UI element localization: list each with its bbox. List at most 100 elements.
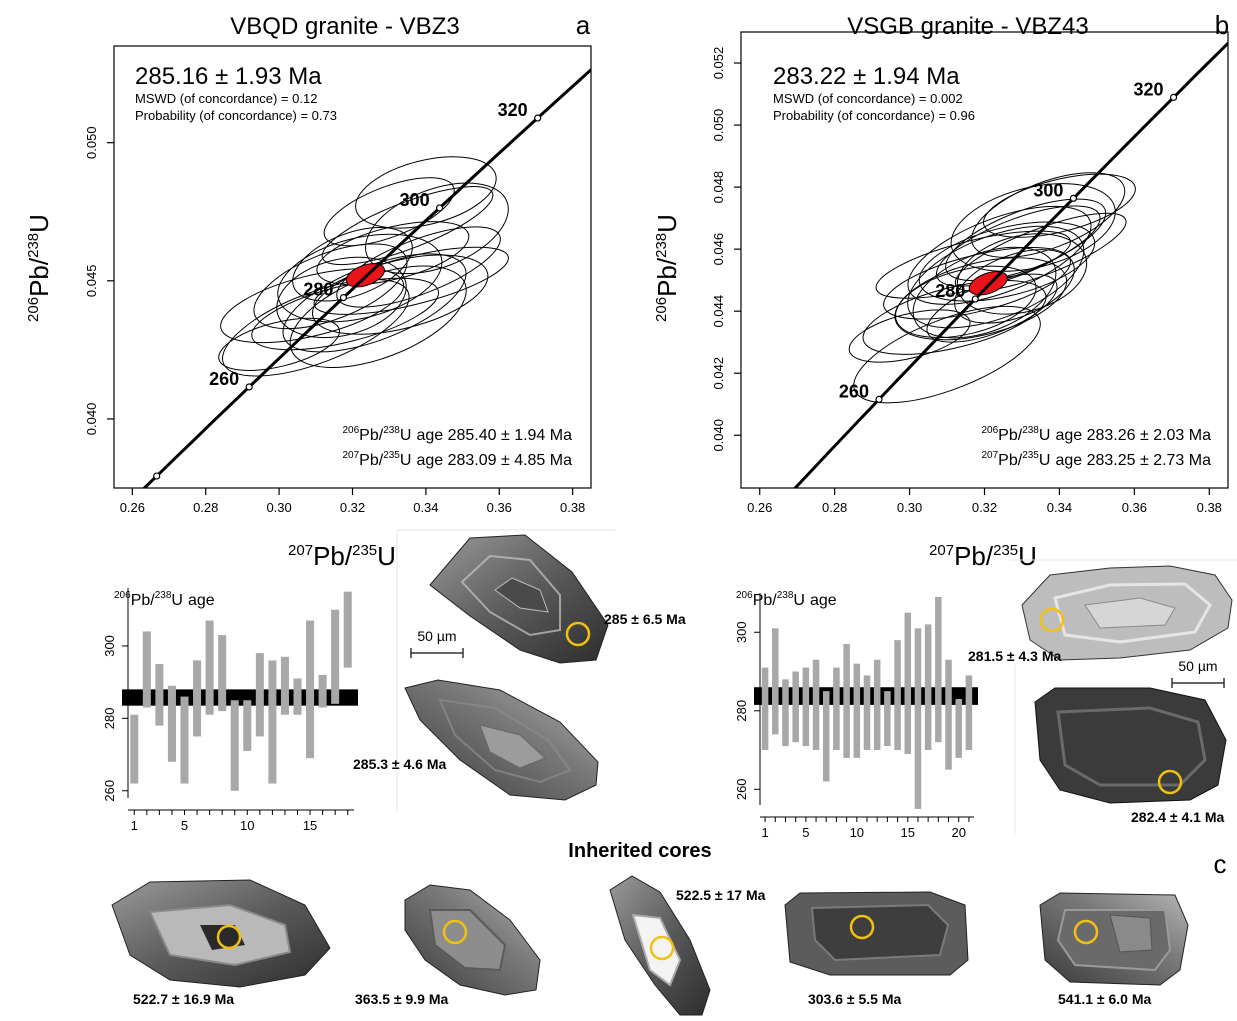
error-ellipse: [918, 221, 1096, 302]
core-grain-2: [404, 884, 541, 996]
x-tick-label: 15: [901, 825, 915, 840]
core-grain-5: [1039, 892, 1189, 986]
mswd-a: MSWD (of concordance) = 0.12: [135, 91, 317, 106]
spot-ring-icon: [216, 924, 242, 950]
error-ellipse: [251, 277, 440, 351]
y-tick-label: 300: [102, 635, 117, 657]
concordia-tick-label: 280: [935, 281, 965, 301]
zircon-grain-b1: [1021, 565, 1233, 661]
x-tick-label: 0.38: [1197, 500, 1222, 515]
concordia-tick-label: 300: [1033, 180, 1063, 200]
txt: U: [24, 214, 54, 233]
age-bar: [853, 663, 861, 758]
concordia-age-a: 285.16 ± 1.93 Ma: [135, 63, 322, 90]
txt: /: [1018, 427, 1023, 444]
axes-b: 0.26 0.28 0.30 0.32 0.34 0.36 0.38 0.040 0.042 0.…: [711, 47, 1222, 515]
txt: Pb: [313, 541, 345, 571]
concordia-age-b: 283.22 ± 1.94 Ma: [773, 63, 960, 90]
age-bar: [792, 671, 799, 743]
zircon-images-b: 281.5 ± 4.3 Ma 50 µm 282.4 ± 4.1 Ma: [968, 559, 1237, 835]
scale-label-b: 50 µm: [1178, 658, 1217, 674]
age-bar: [884, 691, 891, 747]
age-bar: [255, 653, 264, 737]
x-tick-label: 1: [131, 818, 138, 833]
error-ellipse: [907, 205, 1092, 305]
error-ellipse: [950, 183, 1116, 272]
txt: Pb: [359, 427, 379, 444]
concordia-tick: [339, 294, 348, 302]
concordia-tick: [1069, 194, 1078, 202]
txt: U: [793, 592, 805, 609]
age-bar: [280, 656, 289, 715]
concordia-tick: [875, 395, 883, 403]
error-ellipse: [912, 246, 1057, 339]
y-tick-label: 0.048: [711, 171, 726, 204]
error-ellipse: [954, 212, 1127, 292]
error-ellipse: [355, 156, 497, 229]
inherited-cores-panel: Inherited cores c 522.7 ± 16.9 Ma 363.5 …: [111, 840, 1227, 1016]
age-bar: [945, 659, 952, 770]
y-tick-label: 260: [734, 778, 749, 800]
concordia-panel-b: VSGB granite - VBZ43 b 0.26 0.28 0.30 0.32 0…: [652, 10, 1229, 571]
sup: 207: [929, 542, 954, 559]
txt: Pb: [131, 592, 151, 609]
txt: /: [379, 452, 384, 469]
y-tick-label: 280: [102, 707, 117, 729]
txt: Pb: [998, 427, 1018, 444]
sup: 238: [383, 425, 400, 436]
concordia-tick: [971, 295, 979, 303]
spot-ring-icon: [1039, 607, 1065, 633]
txt: /: [772, 592, 777, 609]
x-tick-label: 0.30: [266, 500, 291, 515]
core-age-3: 522.5 ± 17 Ma: [676, 887, 766, 903]
x-tick-label: 0.30: [897, 500, 922, 515]
error-ellipse: [321, 186, 494, 266]
xlabel-b: 207Pb/235U: [929, 541, 1037, 571]
x-tick-label: 1: [761, 825, 768, 840]
age-bar: [812, 659, 820, 751]
concordia-curve-b: 260 280 300 320: [793, 41, 1228, 488]
sup: 206: [342, 425, 359, 436]
age-bar: [155, 664, 164, 726]
x-tick-label: 0.36: [1122, 500, 1147, 515]
error-ellipse: [276, 256, 407, 339]
age-bar: [802, 667, 810, 747]
txt: /: [345, 541, 353, 571]
ylabel-b: 206Pb/238U: [652, 214, 682, 322]
x-tick-label: 10: [240, 818, 254, 833]
age-bar: [205, 620, 214, 715]
age-bar: [167, 685, 176, 762]
error-ellipse: [364, 182, 509, 275]
zircon-grain-a2: [404, 679, 599, 801]
concordia-panel-a: VBQD granite - VBZ3 a 0.26 0.28 0.30 0.32 0.…: [24, 10, 592, 571]
sup: 238: [155, 590, 172, 601]
concordia-curve-a: 260 280 300 320: [142, 67, 591, 488]
error-ellipse: [982, 173, 1136, 238]
txt: /: [150, 592, 155, 609]
txt: U: [652, 214, 682, 233]
core-age-5: 541.1 ± 6.0 Ma: [1058, 991, 1152, 1007]
txt: /: [379, 427, 384, 444]
sup: 207: [981, 450, 998, 461]
spot-ring-icon: [565, 621, 591, 647]
txt: age 285.40 ± 1.94 Ma: [416, 427, 572, 444]
sup: 235: [993, 542, 1018, 559]
error-ellipse: [282, 253, 467, 353]
x-tick-label: 0.34: [1047, 500, 1072, 515]
txt: age 283.09 ± 4.85 Ma: [416, 452, 572, 469]
txt: age: [188, 592, 215, 609]
age-bar: [863, 675, 871, 751]
x-tick-label: 10: [850, 825, 864, 840]
y-tick-label: 0.046: [711, 233, 726, 266]
y-tick-label: 260: [102, 780, 117, 802]
age-bar: [772, 628, 779, 735]
y-tick-label: 0.050: [711, 109, 726, 142]
age-bar: [180, 696, 189, 784]
age-line-2-a: 207Pb/235U age 283.09 ± 4.85 Ma: [342, 450, 572, 469]
age-bar: [343, 591, 352, 668]
concordia-tick: [534, 114, 542, 122]
probability-b: Probability (of concordance) = 0.96: [773, 108, 975, 123]
age-bar: [230, 700, 239, 791]
txt: Pb: [998, 452, 1018, 469]
